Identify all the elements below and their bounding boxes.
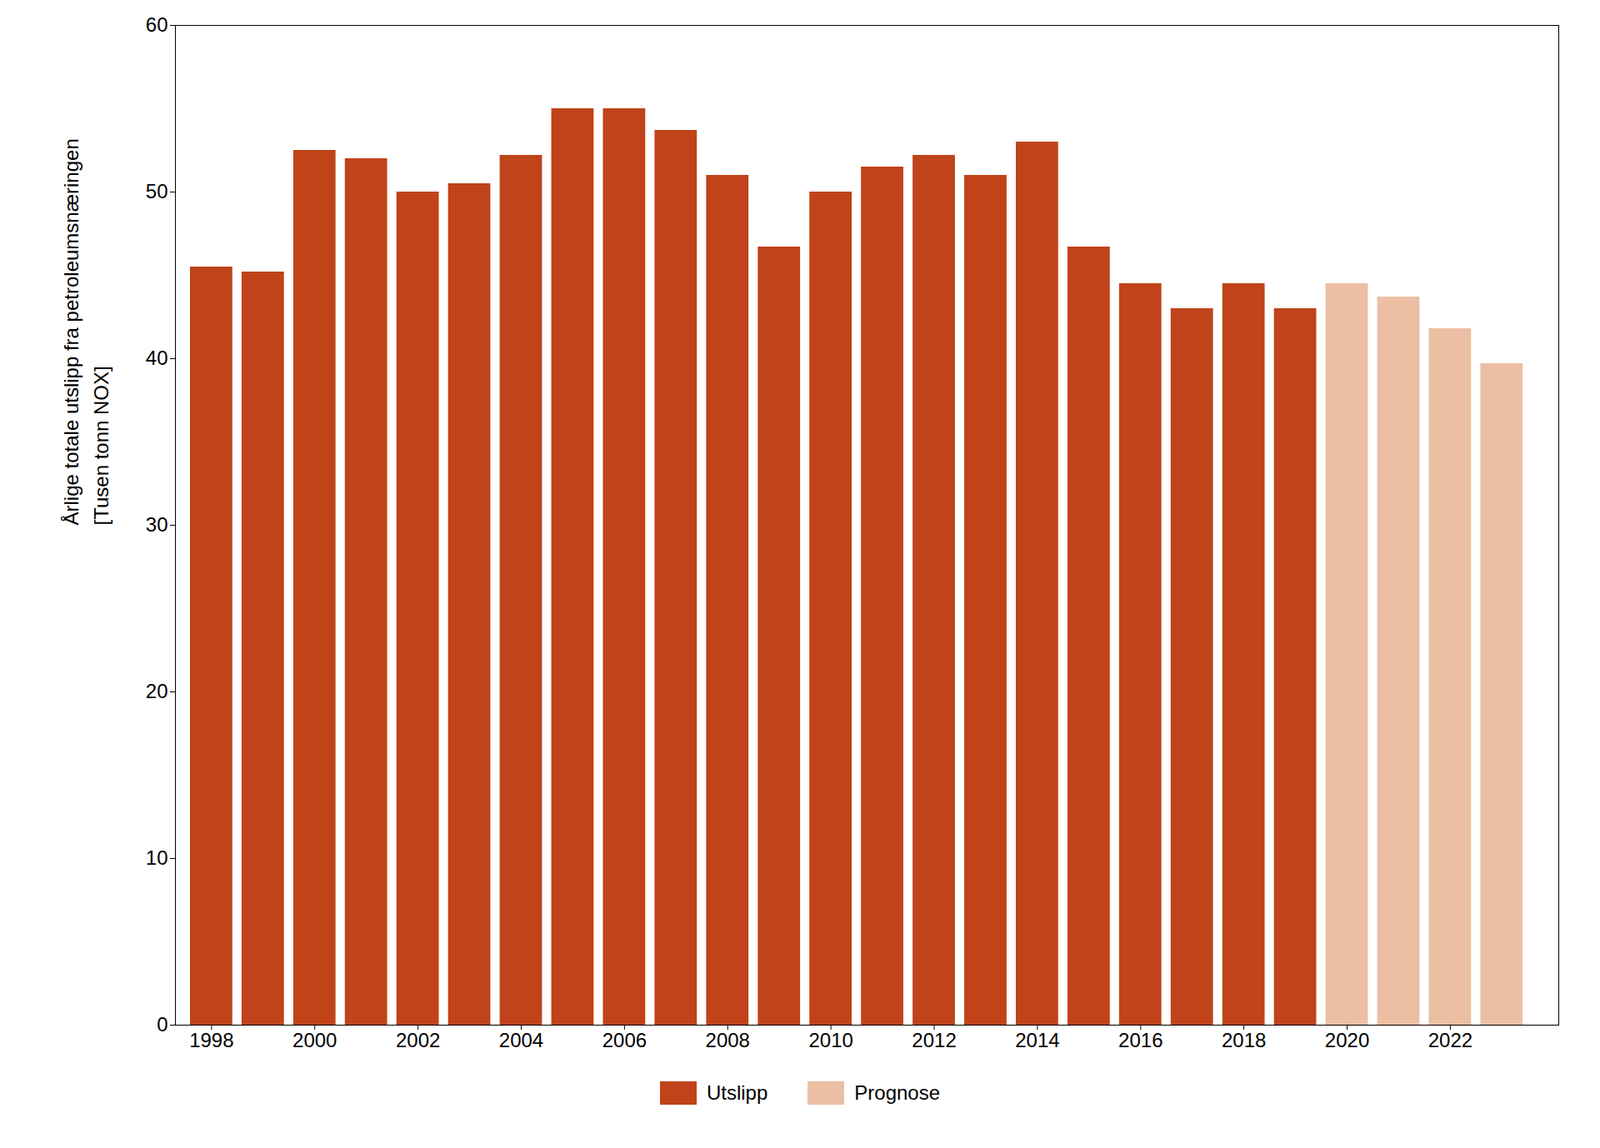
svg-text:2016: 2016: [1118, 1029, 1163, 1052]
svg-text:30: 30: [145, 513, 169, 536]
svg-text:Årlige totale utslipp fra petr: Årlige totale utslipp fra petroleumsnæri…: [60, 138, 113, 525]
svg-text:2002: 2002: [395, 1029, 440, 1052]
svg-text:40: 40: [145, 346, 169, 370]
html-text:Prognose: Prognose: [854, 1081, 940, 1105]
svg-text:2012: 2012: [911, 1029, 956, 1052]
svg-text:2014: 2014: [1015, 1029, 1060, 1052]
svg-text:2020: 2020: [1325, 1029, 1370, 1052]
svg-text:1998: 1998: [189, 1029, 234, 1052]
svg-text:2018: 2018: [1221, 1029, 1266, 1052]
svg-text:50: 50: [145, 180, 169, 203]
svg-text:2004: 2004: [499, 1029, 544, 1052]
svg-text:60: 60: [145, 13, 169, 36]
svg-text:20: 20: [145, 680, 169, 703]
svg-text:10: 10: [145, 846, 169, 870]
svg-text:2022: 2022: [1428, 1029, 1473, 1052]
svg-text:2006: 2006: [602, 1029, 647, 1052]
svg-text:0: 0: [156, 1013, 168, 1036]
svg-text:2000: 2000: [292, 1029, 337, 1052]
svg-text:2008: 2008: [705, 1029, 750, 1052]
html-text:Utslipp: Utslipp: [706, 1081, 768, 1105]
svg-text:2010: 2010: [808, 1029, 853, 1052]
